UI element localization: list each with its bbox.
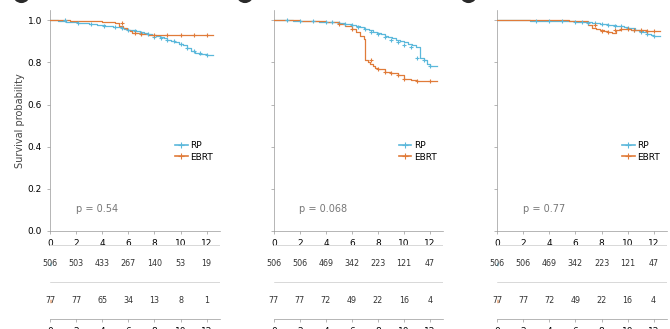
Text: 506: 506	[516, 259, 531, 268]
X-axis label: Time (yr): Time (yr)	[336, 249, 381, 260]
Text: 16: 16	[622, 296, 632, 305]
Text: 506: 506	[266, 259, 281, 268]
X-axis label: Time (yr): Time (yr)	[560, 249, 604, 260]
Text: 47: 47	[425, 259, 435, 268]
Text: p = 0.068: p = 0.068	[299, 204, 347, 214]
Text: 34: 34	[123, 296, 133, 305]
Text: 77: 77	[295, 296, 305, 305]
Text: 22: 22	[373, 296, 383, 305]
Text: 342: 342	[344, 259, 360, 268]
Text: 19: 19	[202, 259, 212, 268]
Text: A: A	[16, 0, 27, 1]
Text: 1: 1	[204, 296, 209, 305]
Text: 53: 53	[176, 259, 186, 268]
Text: 469: 469	[542, 259, 557, 268]
Text: 77: 77	[71, 296, 82, 305]
Text: 65: 65	[97, 296, 107, 305]
Y-axis label: Survival probability: Survival probability	[15, 73, 25, 168]
Text: 506: 506	[292, 259, 308, 268]
Text: 506: 506	[43, 259, 58, 268]
Text: C: C	[464, 0, 474, 1]
Text: 503: 503	[69, 259, 84, 268]
Legend: RP, EBRT: RP, EBRT	[618, 137, 664, 165]
Text: 16: 16	[399, 296, 409, 305]
Text: 223: 223	[371, 259, 386, 268]
Text: 223: 223	[594, 259, 609, 268]
Text: 342: 342	[568, 259, 583, 268]
Text: 8: 8	[178, 296, 183, 305]
Text: 433: 433	[95, 259, 110, 268]
Text: 469: 469	[318, 259, 334, 268]
Text: 72: 72	[321, 296, 331, 305]
Text: 77: 77	[45, 296, 56, 305]
Text: 49: 49	[347, 296, 357, 305]
Text: 121: 121	[397, 259, 411, 268]
Text: 506: 506	[490, 259, 505, 268]
Text: 77: 77	[492, 296, 502, 305]
Legend: RP, EBRT: RP, EBRT	[395, 137, 440, 165]
Legend: RP, EBRT: RP, EBRT	[172, 137, 217, 165]
Text: 72: 72	[544, 296, 555, 305]
Text: 47: 47	[649, 259, 659, 268]
Text: 77: 77	[518, 296, 529, 305]
Text: 4: 4	[427, 296, 433, 305]
Text: 22: 22	[596, 296, 606, 305]
Text: p = 0.54: p = 0.54	[76, 204, 118, 214]
Text: 4: 4	[651, 296, 656, 305]
Text: 77: 77	[269, 296, 279, 305]
Text: 140: 140	[147, 259, 162, 268]
Text: p = 0.77: p = 0.77	[523, 204, 565, 214]
Text: 13: 13	[149, 296, 159, 305]
X-axis label: Time (yr): Time (yr)	[113, 249, 157, 260]
Text: 267: 267	[121, 259, 136, 268]
Text: B: B	[240, 0, 251, 1]
Text: 49: 49	[570, 296, 580, 305]
Text: 121: 121	[620, 259, 635, 268]
